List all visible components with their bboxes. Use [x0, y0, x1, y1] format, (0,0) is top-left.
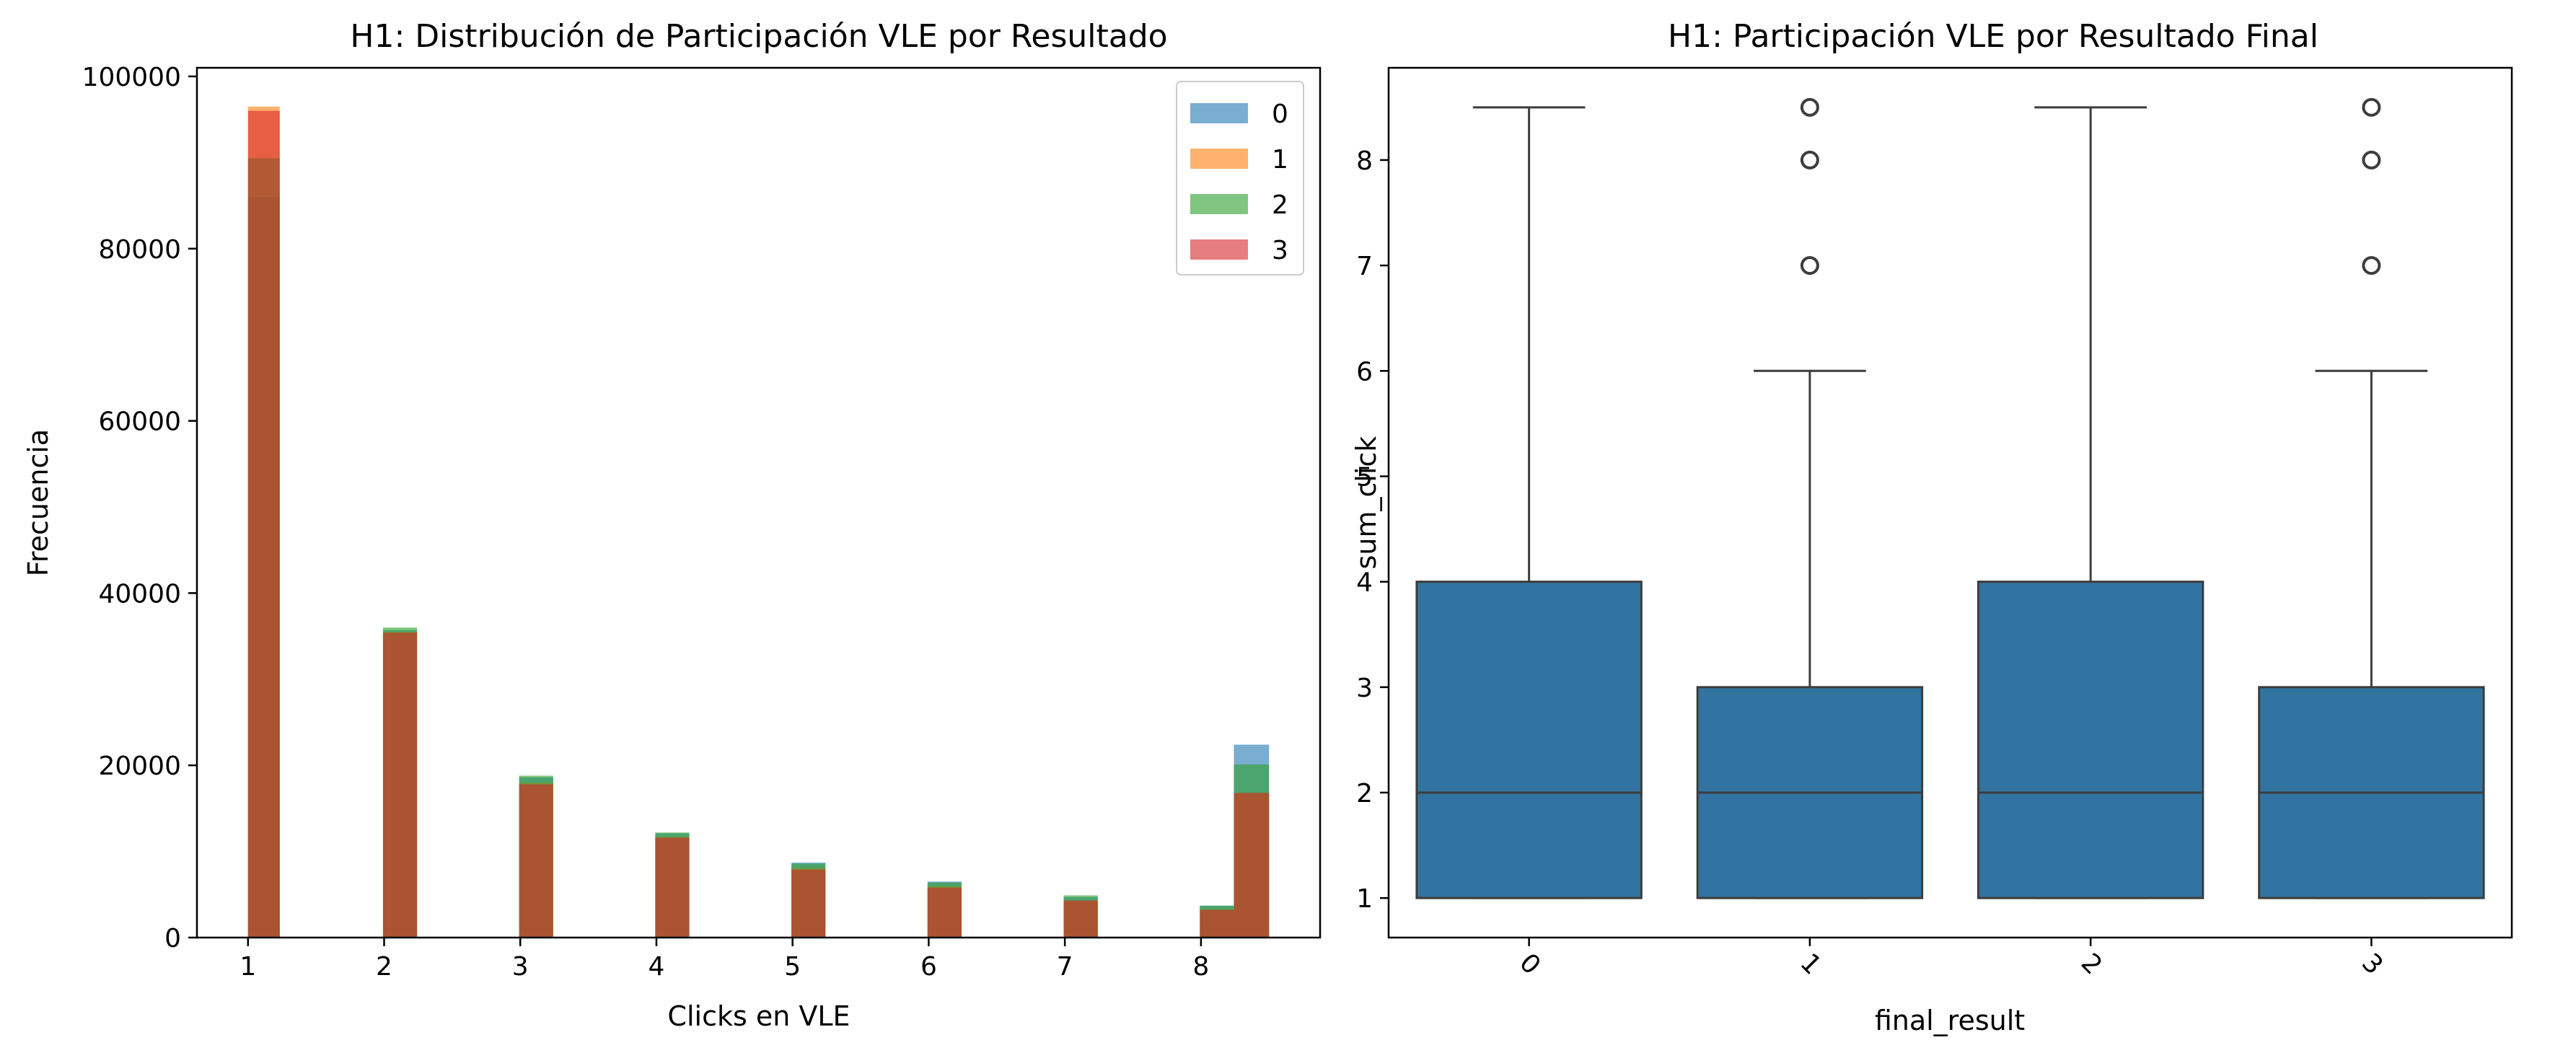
histogram-x-axis-label: Clicks en VLE [667, 1000, 850, 1032]
boxplot-y-tick-label-8: 8 [1356, 146, 1373, 176]
boxplot-title: H1: Participación VLE por Resultado Fina… [1668, 18, 2318, 55]
histogram-x-tick-label-6: 6 [920, 952, 937, 982]
histogram-legend-label-2: 2 [1272, 190, 1288, 220]
histogram-bar-series-3-bin-8 [1200, 909, 1234, 938]
histogram-legend: 0 1 2 3 [1176, 81, 1304, 275]
boxplot-y-tick-label-4: 4 [1356, 568, 1373, 598]
histogram-bar-series-3-bin-1 [247, 110, 280, 938]
histogram-bar-series-3-bin-9 [1234, 793, 1270, 938]
histogram-y-tick-label-100000: 100000 [82, 63, 181, 92]
histogram-bar-series-3-bin-4 [655, 837, 690, 938]
histogram-bar-series-3-bin-6 [927, 887, 962, 938]
histogram-x-tick-label-5: 5 [784, 952, 801, 982]
histogram-series-3 [247, 110, 1270, 938]
histogram-y-tick-label-60000: 60000 [98, 407, 181, 437]
boxplot-y-tick-label-6: 6 [1356, 357, 1373, 387]
histogram-x-tick-label-1: 1 [239, 952, 256, 982]
boxplot-plot-frame [1387, 66, 2513, 939]
histogram-legend-frame [1176, 81, 1304, 275]
histogram-legend-label-3: 3 [1272, 236, 1288, 265]
histogram-ticks: 1 2 3 4 5 6 7 8 0 20000 40000 60000 80000 100000 [82, 63, 1210, 982]
histogram-x-tick-label-4: 4 [649, 952, 665, 982]
boxplot-outlier-3-2 [2362, 150, 2381, 169]
boxplot-outlier-3-3 [2362, 97, 2381, 117]
boxplot-boxes [1415, 97, 2485, 899]
boxplot-group-3 [2258, 97, 2485, 899]
boxplot-outlier-1-3 [1800, 97, 1819, 117]
histogram-bar-series-3-bin-5 [791, 869, 826, 938]
boxplot-group-2 [1977, 106, 2204, 899]
boxplot-outlier-1-2 [1800, 150, 1819, 169]
boxplot-outlier-3-1 [2362, 256, 2381, 275]
boxplot-x-axis-label: final_result [1875, 1005, 2025, 1036]
histogram-legend-label-0: 0 [1272, 100, 1288, 129]
boxplot-y-tick-label-3: 3 [1356, 674, 1373, 703]
histogram-legend-swatch-1 [1190, 149, 1248, 169]
boxplot-box-0 [1415, 581, 1643, 899]
histogram-x-tick-label-3: 3 [512, 952, 529, 982]
histogram-x-tick-label-7: 7 [1057, 952, 1073, 982]
histogram-title: H1: Distribución de Participación VLE po… [350, 18, 1167, 55]
boxplot-group-1 [1696, 97, 1924, 899]
histogram-legend-swatch-2 [1190, 194, 1248, 214]
boxplot-y-tick-label-7: 7 [1356, 252, 1373, 281]
boxplot-y-axis-label: sum_click [1350, 436, 1382, 570]
histogram-y-tick-label-20000: 20000 [98, 751, 181, 781]
histogram-x-tick-label-2: 2 [376, 952, 392, 982]
histogram-bar-series-3-bin-7 [1063, 900, 1098, 938]
histogram-bar-series-3-bin-2 [382, 632, 418, 938]
boxplot-y-tick-label-5: 5 [1356, 462, 1373, 492]
histogram-y-tick-label-40000: 40000 [98, 579, 181, 609]
histogram-y-tick-label-80000: 80000 [98, 235, 181, 265]
histogram-bar-series-3-bin-3 [519, 784, 553, 938]
boxplot-group-0 [1415, 106, 1643, 899]
histogram-y-tick-label-0: 0 [164, 924, 181, 953]
boxplot-box-2 [1977, 581, 2204, 899]
histogram-plot-frame [195, 66, 1322, 939]
histogram-bars [247, 106, 1270, 938]
boxplot-panel: H1: Participación VLE por Resultado Fina… [1350, 18, 2513, 1036]
histogram-x-tick-label-8: 8 [1192, 952, 1209, 982]
histogram-legend-label-1: 1 [1272, 145, 1288, 175]
boxplot-y-tick-label-2: 2 [1356, 779, 1373, 808]
histogram-y-axis-label: Frecuencia [22, 429, 54, 576]
histogram-legend-swatch-0 [1190, 103, 1248, 123]
boxplot-y-tick-label-1: 1 [1356, 884, 1373, 914]
boxplot-outlier-1-1 [1800, 256, 1819, 275]
histogram-panel: H1: Distribución de Participación VLE po… [22, 18, 1322, 1032]
histogram-legend-swatch-3 [1190, 239, 1248, 260]
